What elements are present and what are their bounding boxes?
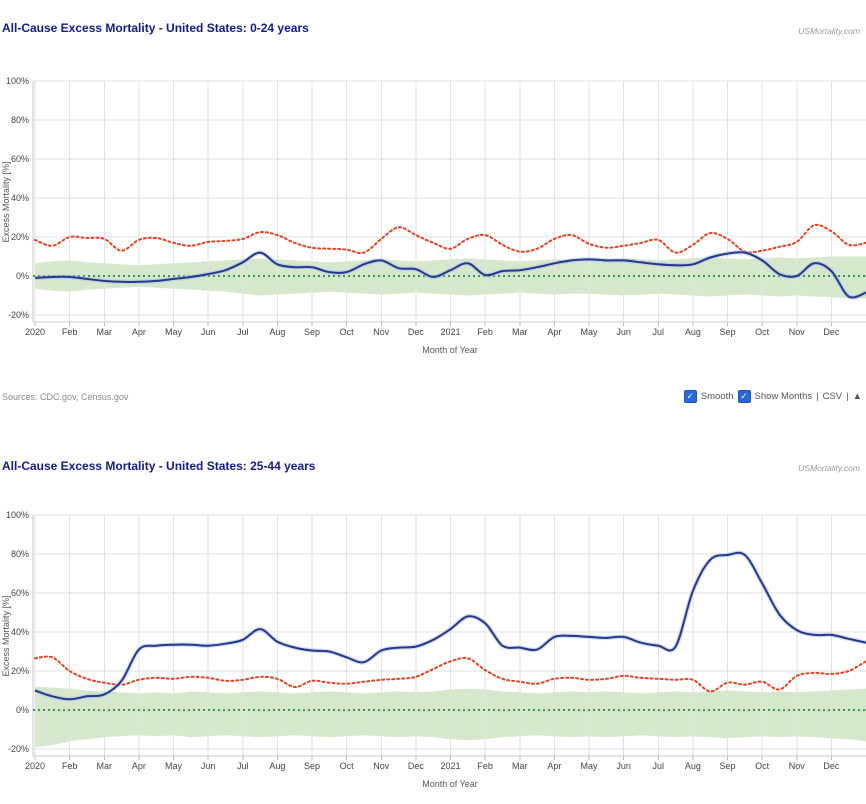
excess-mortality-chart-0-24: 100% 80% 60% 40% 20% 0% -20% 2020 Feb Mar Apr May Ju… <box>1 76 866 355</box>
svg-text:2020: 2020 <box>25 761 45 771</box>
svg-text:20%: 20% <box>11 232 29 242</box>
svg-text:Month of Year: Month of Year <box>422 345 478 355</box>
svg-text:20%: 20% <box>11 666 29 676</box>
svg-text:Dec: Dec <box>408 327 425 337</box>
svg-text:Jul: Jul <box>653 327 665 337</box>
svg-text:Apr: Apr <box>547 761 561 771</box>
svg-text:Oct: Oct <box>340 327 355 337</box>
chart-controls: ✓ Smooth ✓ Show Months | CSV | ▲ <box>683 390 862 403</box>
svg-text:Jun: Jun <box>616 327 631 337</box>
expected-baseline <box>34 223 866 255</box>
svg-text:80%: 80% <box>11 549 29 559</box>
show-months-checkbox[interactable]: ✓ <box>737 390 751 403</box>
svg-text:Feb: Feb <box>477 761 493 771</box>
svg-text:2021: 2021 <box>440 327 460 337</box>
svg-text:Nov: Nov <box>789 327 806 337</box>
svg-text:Mar: Mar <box>97 327 113 337</box>
svg-text:-20%: -20% <box>8 310 29 320</box>
excess-mortality-chart-25-44: 100% 80% 60% 40% 20% 0% -20% 2020 Feb Mar Apr May Ju… <box>1 510 866 789</box>
svg-text:40%: 40% <box>11 627 29 637</box>
sources-text: Sources: CDC.gov, Census.gov <box>2 391 129 402</box>
svg-text:0%: 0% <box>16 705 29 715</box>
separator: | <box>846 391 849 402</box>
separator: | <box>816 391 819 402</box>
svg-text:Feb: Feb <box>62 327 78 337</box>
svg-text:Jun: Jun <box>201 761 216 771</box>
scroll-top-icon[interactable]: ▲ <box>852 391 862 402</box>
watermark-icon: USMortality.com <box>798 463 860 473</box>
svg-text:Mar: Mar <box>512 761 528 771</box>
svg-text:Feb: Feb <box>62 761 78 771</box>
svg-text:Jun: Jun <box>616 761 631 771</box>
svg-text:Month of Year: Month of Year <box>422 779 478 789</box>
svg-text:Sep: Sep <box>719 761 735 771</box>
show-months-label[interactable]: Show Months <box>754 391 813 402</box>
svg-text:Sep: Sep <box>304 327 320 337</box>
svg-text:-20%: -20% <box>8 744 29 754</box>
svg-text:Aug: Aug <box>685 761 701 771</box>
svg-text:100%: 100% <box>6 76 29 86</box>
svg-text:Sep: Sep <box>304 761 320 771</box>
svg-text:0%: 0% <box>16 271 29 281</box>
svg-text:Aug: Aug <box>269 761 285 771</box>
svg-text:100%: 100% <box>6 510 29 520</box>
svg-text:May: May <box>165 761 183 771</box>
svg-text:May: May <box>580 761 598 771</box>
svg-text:Nov: Nov <box>789 761 806 771</box>
svg-text:Mar: Mar <box>512 327 528 337</box>
svg-text:Nov: Nov <box>373 327 390 337</box>
excess-mortality <box>34 251 866 299</box>
svg-text:Oct: Oct <box>755 327 770 337</box>
svg-text:Jul: Jul <box>237 761 249 771</box>
svg-text:Jul: Jul <box>237 327 249 337</box>
svg-text:40%: 40% <box>11 193 29 203</box>
svg-text:80%: 80% <box>11 115 29 125</box>
svg-text:Aug: Aug <box>685 327 701 337</box>
svg-text:Apr: Apr <box>132 761 146 771</box>
svg-text:May: May <box>580 327 598 337</box>
svg-text:60%: 60% <box>11 588 29 598</box>
svg-text:2021: 2021 <box>440 761 460 771</box>
svg-text:2020: 2020 <box>25 327 45 337</box>
svg-text:May: May <box>165 327 183 337</box>
svg-text:Feb: Feb <box>477 327 493 337</box>
svg-text:Sep: Sep <box>719 327 735 337</box>
svg-text:Mar: Mar <box>97 761 113 771</box>
csv-link[interactable]: CSV <box>822 391 843 402</box>
chart-title-25-44: All-Cause Excess Mortality - United Stat… <box>2 459 316 473</box>
svg-text:Dec: Dec <box>823 761 840 771</box>
svg-text:Dec: Dec <box>823 327 840 337</box>
expected-baseline <box>34 655 866 693</box>
smooth-checkbox[interactable]: ✓ <box>683 390 697 403</box>
svg-text:Jul: Jul <box>653 761 665 771</box>
watermark-icon: USMortality.com <box>798 26 860 36</box>
chart-title-0-24: All-Cause Excess Mortality - United Stat… <box>2 21 309 35</box>
svg-text:Apr: Apr <box>547 327 561 337</box>
svg-text:Excess Mortality [%]: Excess Mortality [%] <box>1 595 11 676</box>
svg-text:60%: 60% <box>11 154 29 164</box>
svg-text:Dec: Dec <box>408 761 425 771</box>
svg-text:Apr: Apr <box>132 327 146 337</box>
svg-text:Nov: Nov <box>373 761 390 771</box>
svg-text:Oct: Oct <box>340 761 355 771</box>
svg-text:Aug: Aug <box>269 327 285 337</box>
excess-mortality <box>34 551 866 701</box>
svg-text:Excess Mortality [%]: Excess Mortality [%] <box>1 161 11 242</box>
svg-text:Jun: Jun <box>201 327 216 337</box>
svg-text:Oct: Oct <box>755 761 770 771</box>
smooth-label[interactable]: Smooth <box>700 391 734 402</box>
